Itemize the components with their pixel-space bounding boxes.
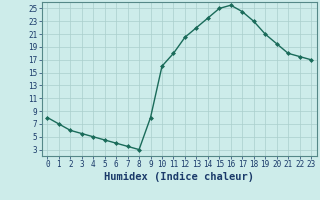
X-axis label: Humidex (Indice chaleur): Humidex (Indice chaleur) — [104, 172, 254, 182]
